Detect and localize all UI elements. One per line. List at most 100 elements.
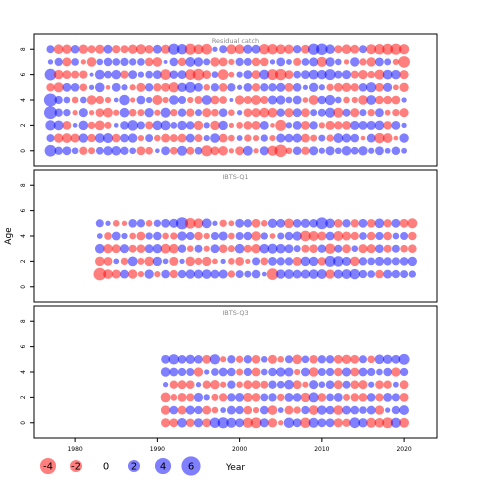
residual-bubble — [184, 81, 196, 93]
residual-bubble — [382, 417, 394, 429]
residual-bubble — [211, 71, 219, 78]
residual-bubble — [243, 121, 253, 130]
residual-bubble — [284, 218, 294, 229]
legend-bubble — [39, 457, 57, 475]
residual-bubble — [350, 380, 360, 389]
residual-bubble — [333, 133, 344, 143]
residual-bubble — [317, 95, 327, 105]
residual-bubble — [342, 108, 351, 117]
residual-bubble — [309, 244, 318, 253]
residual-bubble — [53, 69, 64, 80]
residual-bubble — [274, 68, 287, 81]
residual-bubble — [391, 257, 400, 266]
residual-bubble — [235, 405, 244, 415]
residual-bubble — [78, 120, 89, 131]
residual-bubble — [350, 354, 360, 364]
residual-bubble — [87, 133, 96, 143]
residual-bubble — [162, 258, 169, 265]
residual-bubble — [325, 355, 335, 364]
y-tick-label: 6 — [20, 209, 27, 213]
residual-bubble — [375, 244, 384, 253]
residual-bubble — [210, 269, 220, 279]
residual-bubble — [137, 257, 145, 265]
residual-bubble — [293, 57, 302, 66]
residual-bubble — [300, 230, 311, 242]
residual-bubble — [341, 269, 352, 279]
residual-bubble — [194, 257, 203, 266]
y-tick-label: 0 — [20, 285, 27, 289]
residual-bubble — [358, 380, 368, 390]
residual-bubble — [318, 381, 326, 389]
residual-bubble — [236, 71, 243, 78]
residual-bubble — [308, 392, 319, 403]
residual-bubble — [251, 218, 261, 228]
residual-bubble — [315, 217, 328, 230]
residual-bubble — [399, 417, 410, 428]
residual-bubble — [219, 219, 227, 227]
bubbles — [160, 353, 410, 429]
x-tick-label: 1990 — [150, 446, 165, 453]
residual-bubble — [228, 71, 235, 78]
residual-bubble — [210, 83, 220, 92]
y-tick-label: 6 — [20, 345, 27, 349]
residual-bubble — [284, 108, 294, 118]
residual-bubble — [374, 417, 385, 428]
residual-bubble — [104, 70, 112, 79]
residual-bubble — [392, 84, 399, 91]
residual-bubble — [284, 244, 294, 254]
residual-bubble — [161, 354, 171, 364]
residual-bubble — [368, 147, 375, 154]
residual-bubble — [111, 82, 121, 92]
residual-bubble — [391, 405, 401, 415]
residual-bubble — [308, 82, 319, 92]
legend-bubble — [181, 456, 201, 476]
residual-bubble — [193, 120, 204, 131]
residual-bubble — [333, 405, 344, 415]
residual-bubble — [260, 380, 269, 389]
residual-bubble — [375, 82, 384, 92]
residual-bubble — [400, 270, 409, 279]
residual-bubble — [383, 121, 392, 130]
residual-bubble — [177, 133, 187, 143]
residual-bubble — [201, 218, 212, 229]
residual-bubble — [375, 108, 384, 118]
residual-bubble — [309, 355, 318, 364]
residual-bubble — [358, 393, 368, 402]
residual-bubble — [161, 82, 171, 92]
residual-bubble — [308, 69, 319, 80]
residual-bubble — [103, 244, 113, 254]
residual-bubble — [317, 368, 326, 376]
residual-bubble — [226, 417, 237, 428]
residual-bubble — [160, 243, 171, 254]
residual-bubble — [292, 219, 302, 228]
residual-bubble — [325, 367, 335, 377]
residual-bubble — [251, 44, 261, 54]
residual-bubble — [251, 269, 261, 279]
residual-bubble — [293, 245, 301, 253]
residual-bubble — [128, 108, 137, 117]
residual-bubble — [367, 109, 375, 117]
residual-bubble — [292, 83, 302, 92]
residual-bubble — [268, 380, 277, 389]
residual-bubble — [103, 57, 113, 67]
residual-bubble — [144, 83, 154, 92]
residual-bubble — [153, 83, 162, 92]
residual-bubble — [317, 355, 327, 364]
residual-bubble — [96, 233, 103, 239]
residual-bubble — [210, 57, 220, 67]
residual-bubble — [325, 405, 335, 415]
residual-bubble — [393, 135, 399, 141]
residual-bubble — [243, 405, 253, 415]
residual-bubble — [169, 243, 179, 254]
residual-bubble — [95, 243, 105, 254]
residual-bubble — [274, 144, 288, 158]
residual-bubble — [152, 57, 163, 67]
residual-bubble — [350, 57, 360, 67]
residual-bubble — [324, 255, 336, 267]
residual-bubble — [375, 231, 384, 241]
residual-bubble — [112, 58, 121, 66]
residual-bubble — [276, 57, 286, 67]
residual-bubble — [351, 245, 359, 253]
residual-bubble — [177, 355, 187, 364]
residual-bubble — [317, 418, 327, 428]
